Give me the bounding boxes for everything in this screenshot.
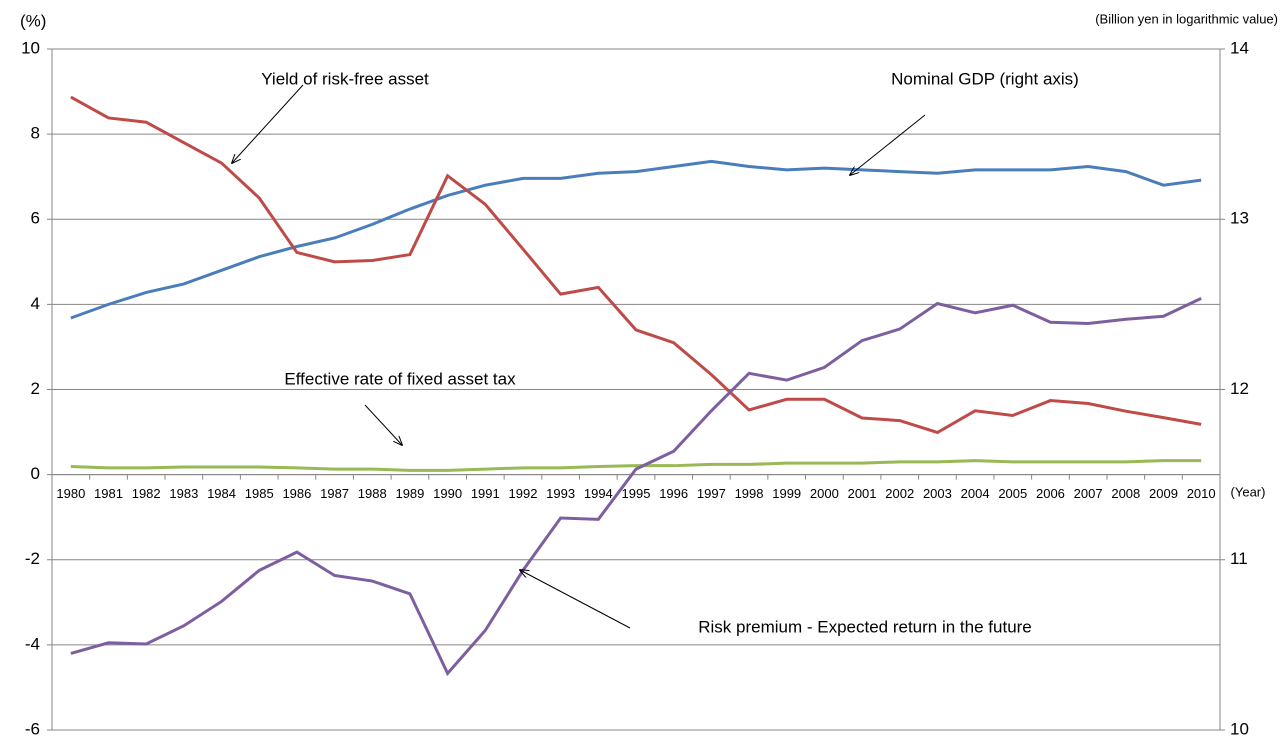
x-tick-label: 1988	[358, 486, 387, 501]
y-tick-label: 4	[31, 294, 40, 313]
y-tick-label: 0	[31, 464, 40, 483]
x-tick-label: 1998	[735, 486, 764, 501]
y2-tick-label: 10	[1230, 719, 1249, 738]
x-tick-label: 1984	[207, 486, 236, 501]
x-tick-label: 2004	[961, 486, 990, 501]
annotation-arrow	[850, 114, 926, 175]
annotation: Effective rate of fixed asset tax	[284, 369, 516, 388]
x-tick-label: 1995	[622, 486, 651, 501]
annotation: Risk premium - Expected return in the fu…	[698, 617, 1032, 636]
x-tick-label: 2010	[1187, 486, 1216, 501]
y-tick-label: 8	[31, 124, 40, 143]
x-tick-label: 2001	[848, 486, 877, 501]
series-line	[70, 159, 1202, 320]
x-tick-label: 1987	[320, 486, 349, 501]
annotation-arrow	[364, 404, 402, 445]
y-tick-label: -2	[25, 549, 40, 568]
series-line	[70, 459, 1202, 472]
y-tick-label: -6	[25, 719, 40, 738]
y-axis-label: (%)	[20, 11, 46, 30]
y-tick-label: 6	[31, 209, 40, 228]
x-tick-label: 1980	[56, 486, 85, 501]
x-axis-label: (Year)	[1231, 484, 1266, 499]
y-tick-label: -4	[25, 634, 40, 653]
x-tick-label: 2006	[1036, 486, 1065, 501]
y2-tick-label: 12	[1230, 379, 1249, 398]
x-tick-label: 2009	[1149, 486, 1178, 501]
x-tick-label: 1985	[245, 486, 274, 501]
annotation: Nominal GDP (right axis)	[891, 69, 1079, 88]
y2-tick-label: 13	[1230, 209, 1249, 228]
y2-tick-label: 14	[1230, 38, 1249, 57]
annotation-arrow	[232, 84, 304, 163]
x-tick-label: 2005	[998, 486, 1027, 501]
y2-axis-label: (Billion yen in logarithmic value)	[1095, 11, 1278, 26]
series-line	[70, 297, 1202, 677]
x-tick-label: 1991	[471, 486, 500, 501]
x-tick-label: 2000	[810, 486, 839, 501]
y-tick-label: 10	[21, 38, 40, 57]
y-tick-label: 2	[31, 379, 40, 398]
series-line	[70, 95, 1202, 435]
annotation: Yield of risk-free asset	[261, 69, 429, 88]
x-tick-label: 1990	[433, 486, 462, 501]
x-tick-label: 2008	[1111, 486, 1140, 501]
x-tick-label: 1992	[509, 486, 538, 501]
x-tick-label: 1981	[94, 486, 123, 501]
x-tick-label: 1986	[282, 486, 311, 501]
x-tick-label: 1989	[395, 486, 424, 501]
x-tick-label: 1993	[546, 486, 575, 501]
x-tick-label: 1983	[169, 486, 198, 501]
x-tick-label: 1982	[132, 486, 161, 501]
x-tick-label: 1999	[772, 486, 801, 501]
x-tick-label: 1997	[697, 486, 726, 501]
x-tick-label: 2003	[923, 486, 952, 501]
x-tick-label: 2002	[885, 486, 914, 501]
y2-tick-label: 11	[1230, 549, 1248, 568]
annotation-arrow	[520, 570, 631, 629]
x-tick-label: 1996	[659, 486, 688, 501]
x-tick-label: 2007	[1074, 486, 1103, 501]
x-tick-label: 1994	[584, 486, 613, 501]
